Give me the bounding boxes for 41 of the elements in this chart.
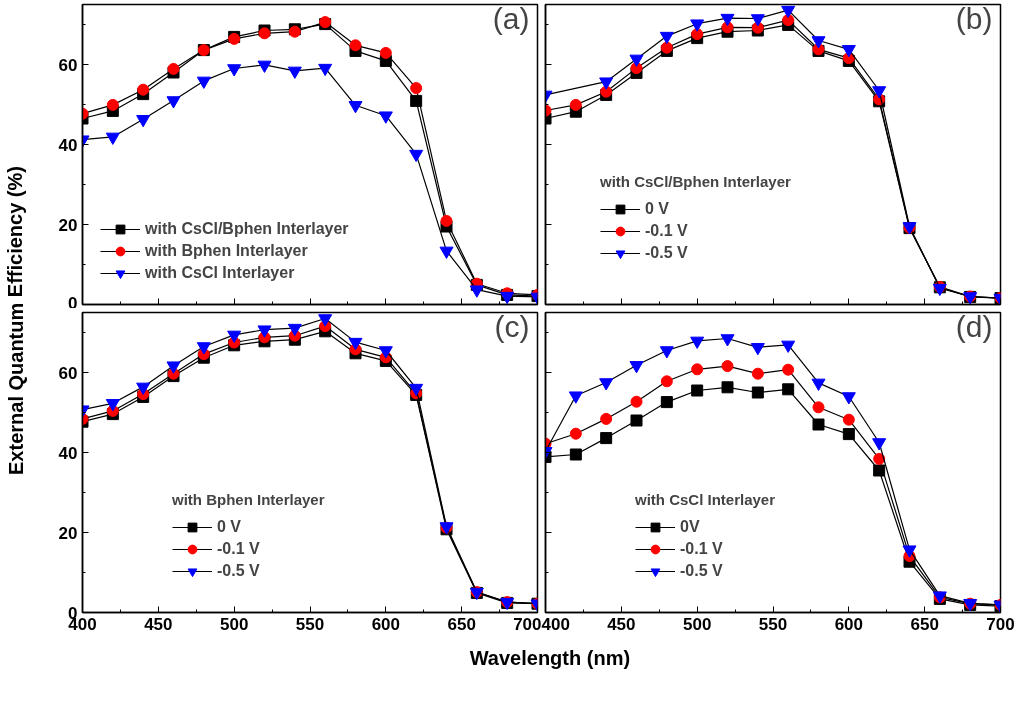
legend-title: with CsCl/Bphen Interlayer bbox=[600, 173, 791, 190]
x-axis-title: Wavelength (nm) bbox=[469, 646, 631, 669]
x-tick-label: 450 bbox=[144, 614, 173, 634]
y-axis-title: External Quantum Efficiency (%) bbox=[4, 166, 27, 475]
x-tick-label: 600 bbox=[834, 614, 864, 634]
legend-label: -0.1 V bbox=[645, 222, 688, 240]
x-tick-label: 650 bbox=[447, 614, 476, 634]
legend-label: -0.5 V bbox=[645, 244, 688, 262]
x-tick-label: 600 bbox=[371, 614, 401, 634]
legend-label: 0V bbox=[680, 518, 700, 536]
legend-title: with Bphen Interlayer bbox=[172, 491, 325, 508]
y-tick-label: 20 bbox=[58, 215, 78, 235]
legend-label: 0 V bbox=[645, 200, 670, 218]
x-tick-label: 700 bbox=[513, 614, 542, 634]
annotation: (a) bbox=[492, 1, 530, 35]
x-tick-label: 650 bbox=[910, 614, 939, 634]
legend-label: with Bphen Interlayer bbox=[145, 242, 308, 260]
x-tick-label: 700 bbox=[986, 614, 1015, 634]
y-tick-label: 40 bbox=[58, 135, 78, 155]
legend-label: with CsCl/Bphen Interlayer bbox=[145, 220, 349, 238]
annotation: (c) bbox=[494, 309, 530, 343]
legend-label: -0.5 V bbox=[217, 562, 260, 580]
annotation: (d) bbox=[955, 309, 993, 343]
x-tick-label: 500 bbox=[219, 614, 249, 634]
legend-label: with CsCl Interlayer bbox=[145, 264, 295, 282]
legend-label: -0.1 V bbox=[680, 540, 723, 558]
x-tick-label: 450 bbox=[607, 614, 636, 634]
y-tick-label: 60 bbox=[58, 55, 78, 75]
y-tick-label: 0 bbox=[68, 293, 78, 313]
legend-label: 0 V bbox=[217, 518, 242, 536]
y-tick-label: 40 bbox=[58, 443, 78, 463]
legend-label: -0.5 V bbox=[680, 562, 723, 580]
annotation: (b) bbox=[955, 1, 993, 35]
x-tick-label: 550 bbox=[295, 614, 325, 634]
x-tick-label: 500 bbox=[682, 614, 712, 634]
legend-title: with CsCl Interlayer bbox=[635, 491, 776, 508]
x-tick-label: 550 bbox=[758, 614, 788, 634]
legend-label: -0.1 V bbox=[217, 540, 260, 558]
x-tick-label: 400 bbox=[541, 614, 570, 634]
y-tick-label: 20 bbox=[58, 523, 78, 543]
y-tick-label: 60 bbox=[58, 363, 78, 383]
